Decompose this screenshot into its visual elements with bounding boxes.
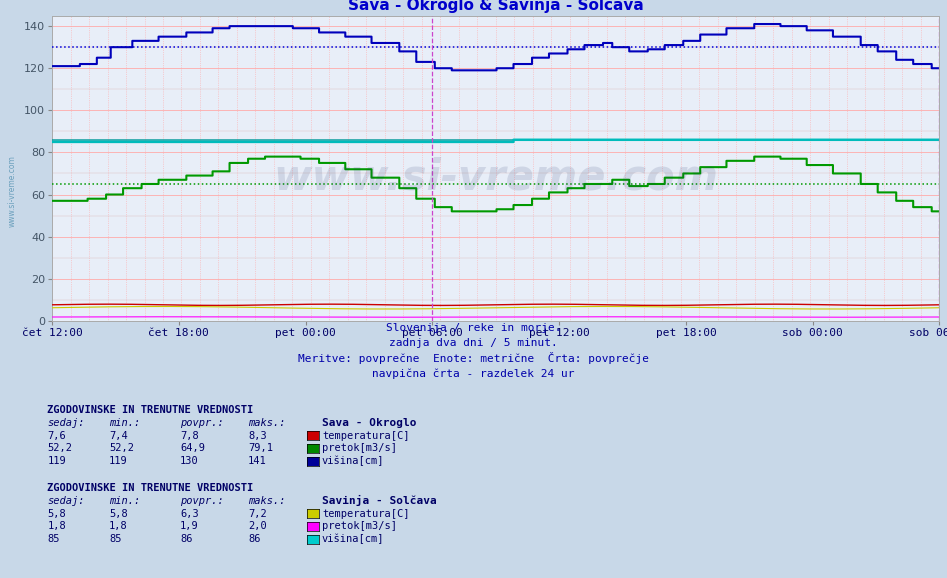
- Text: ZGODOVINSKE IN TRENUTNE VREDNOSTI: ZGODOVINSKE IN TRENUTNE VREDNOSTI: [47, 483, 254, 493]
- Text: 85: 85: [109, 534, 121, 544]
- Text: 1,8: 1,8: [109, 521, 128, 531]
- Text: maks.:: maks.:: [248, 496, 286, 506]
- Text: Slovenija / reke in morje.: Slovenija / reke in morje.: [385, 323, 562, 332]
- Text: pretok[m3/s]: pretok[m3/s]: [322, 443, 397, 453]
- Text: 52,2: 52,2: [47, 443, 72, 453]
- Text: temperatura[C]: temperatura[C]: [322, 509, 409, 518]
- Text: 52,2: 52,2: [109, 443, 134, 453]
- Text: 7,2: 7,2: [248, 509, 267, 518]
- Text: Savinja - Solčava: Savinja - Solčava: [322, 495, 437, 506]
- Text: višina[cm]: višina[cm]: [322, 533, 384, 544]
- Text: 7,6: 7,6: [47, 431, 66, 440]
- Title: Sava - Okroglo & Savinja - Solčava: Sava - Okroglo & Savinja - Solčava: [348, 0, 644, 13]
- Text: maks.:: maks.:: [248, 418, 286, 428]
- Text: 130: 130: [180, 456, 199, 466]
- Text: 119: 119: [47, 456, 66, 466]
- Text: 6,3: 6,3: [180, 509, 199, 518]
- Text: 8,3: 8,3: [248, 431, 267, 440]
- Text: sedaj:: sedaj:: [47, 418, 85, 428]
- Text: povpr.:: povpr.:: [180, 418, 223, 428]
- Text: www.si-vreme.com: www.si-vreme.com: [274, 157, 718, 198]
- Text: Meritve: povprečne  Enote: metrične  Črta: povprečje: Meritve: povprečne Enote: metrične Črta:…: [298, 352, 649, 364]
- Text: povpr.:: povpr.:: [180, 496, 223, 506]
- Text: 85: 85: [47, 534, 60, 544]
- Text: 119: 119: [109, 456, 128, 466]
- Text: višina[cm]: višina[cm]: [322, 455, 384, 466]
- Text: 86: 86: [180, 534, 192, 544]
- Text: min.:: min.:: [109, 418, 140, 428]
- Text: Sava - Okroglo: Sava - Okroglo: [322, 418, 417, 428]
- Text: 5,8: 5,8: [47, 509, 66, 518]
- Text: www.si-vreme.com: www.si-vreme.com: [8, 155, 17, 227]
- Text: 7,4: 7,4: [109, 431, 128, 440]
- Text: min.:: min.:: [109, 496, 140, 506]
- Text: 141: 141: [248, 456, 267, 466]
- Text: 2,0: 2,0: [248, 521, 267, 531]
- Text: 7,8: 7,8: [180, 431, 199, 440]
- Text: ZGODOVINSKE IN TRENUTNE VREDNOSTI: ZGODOVINSKE IN TRENUTNE VREDNOSTI: [47, 405, 254, 415]
- Text: navpična črta - razdelek 24 ur: navpična črta - razdelek 24 ur: [372, 369, 575, 379]
- Text: pretok[m3/s]: pretok[m3/s]: [322, 521, 397, 531]
- Text: temperatura[C]: temperatura[C]: [322, 431, 409, 440]
- Text: 64,9: 64,9: [180, 443, 205, 453]
- Text: 79,1: 79,1: [248, 443, 273, 453]
- Text: zadnja dva dni / 5 minut.: zadnja dva dni / 5 minut.: [389, 338, 558, 348]
- Text: 86: 86: [248, 534, 260, 544]
- Text: 1,8: 1,8: [47, 521, 66, 531]
- Text: 1,9: 1,9: [180, 521, 199, 531]
- Text: 5,8: 5,8: [109, 509, 128, 518]
- Text: sedaj:: sedaj:: [47, 496, 85, 506]
